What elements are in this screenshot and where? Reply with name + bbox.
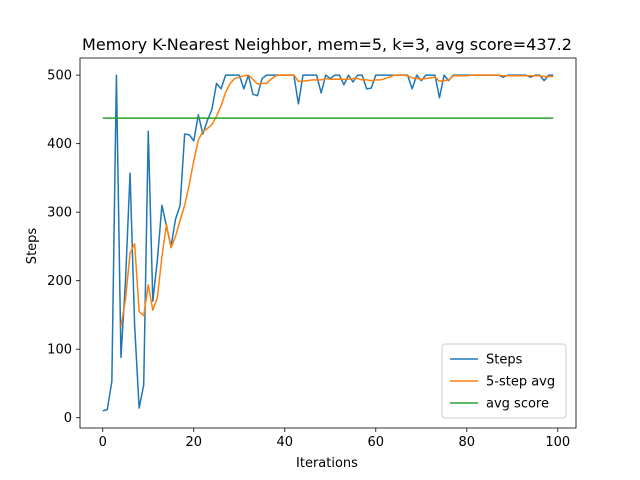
- legend: Steps 5-step avg avg score: [441, 343, 567, 419]
- y-tick-label: 200: [47, 274, 72, 289]
- x-tick-label: 60: [368, 435, 385, 450]
- y-tick-label: 100: [47, 343, 72, 358]
- x-tick-label: 20: [185, 435, 202, 450]
- x-tick-label: 40: [276, 435, 293, 450]
- y-axis-label: Steps: [25, 228, 40, 265]
- y-tick-label: 0: [64, 411, 72, 426]
- x-axis-label: Iterations: [296, 456, 358, 471]
- x-axis: 0 20 40 60 80 100: [99, 428, 570, 450]
- plot-frame: [79, 57, 577, 429]
- legend-label-avg-score: avg score: [486, 397, 549, 412]
- legend-box: [441, 343, 567, 419]
- y-axis: 0 100 200 300 400 500: [47, 69, 80, 426]
- plot-area: [79, 57, 577, 429]
- x-tick-label: 0: [99, 435, 107, 450]
- legend-label-5-step-avg: 5-step avg: [486, 375, 555, 390]
- y-tick-label: 400: [47, 137, 72, 152]
- legend-label-steps: Steps: [486, 353, 523, 368]
- x-tick-label: 100: [545, 435, 570, 450]
- series-line-5-step-avg: [120, 74, 554, 327]
- y-tick-label: 500: [47, 69, 72, 84]
- x-tick-label: 80: [459, 435, 476, 450]
- chart-title: Memory K-Nearest Neighbor, mem=5, k=3, a…: [82, 35, 572, 54]
- y-tick-label: 300: [47, 206, 72, 221]
